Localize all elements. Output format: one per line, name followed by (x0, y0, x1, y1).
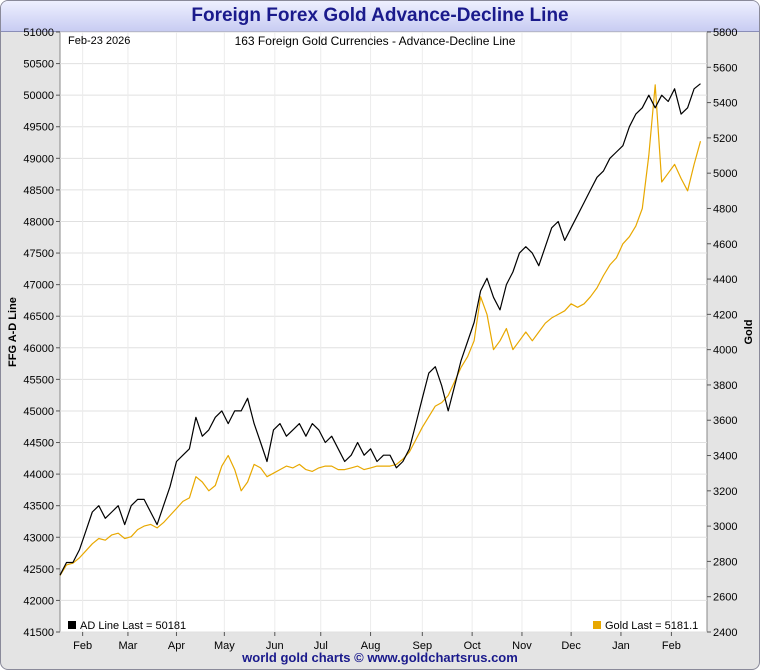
y-right-tick-label: 4600 (713, 239, 737, 251)
y-left-tick-label: 46000 (23, 343, 54, 355)
y-left-tick-label: 44000 (23, 469, 54, 481)
y-left-tick-label: 41500 (23, 627, 54, 639)
y-left-tick-label: 50500 (23, 59, 54, 71)
chart-subtitle: 163 Foreign Gold Currencies - Advance-De… (235, 34, 516, 48)
y-left-tick-label: 47000 (23, 280, 54, 292)
y-right-tick-label: 3600 (713, 415, 737, 427)
y-left-tick-label: 49500 (23, 122, 54, 134)
grid (60, 31, 707, 633)
x-tick-label: Aug (361, 640, 381, 652)
left-axis-ticks: 41500 42000 42500 43000 43500 44000 44500 45000… (23, 27, 60, 639)
y-right-tick-label: 4800 (713, 203, 737, 215)
y-right-tick-label: 5600 (713, 62, 737, 74)
y-left-tick-label: 48000 (23, 216, 54, 228)
ad-line-series (59, 83, 701, 576)
y-right-tick-label: 4000 (713, 345, 737, 357)
x-tick-label: Feb (662, 640, 681, 652)
x-tick-label: Mar (118, 640, 137, 652)
y-right-tick-label: 2800 (713, 556, 737, 568)
legend-ad-line: AD Line Last = 50181 (80, 620, 186, 632)
x-tick-label: Nov (512, 640, 532, 652)
x-tick-label: Oct (464, 640, 481, 652)
plot-area (59, 31, 708, 633)
x-tick-label: Feb (73, 640, 92, 652)
y-right-tick-label: 4400 (713, 274, 737, 286)
y-left-tick-label: 45000 (23, 406, 54, 418)
y-left-tick-label: 49000 (23, 153, 54, 165)
y-right-tick-label: 2600 (713, 592, 737, 604)
x-axis-ticks: Feb Mar Apr May Jun Jul Aug Sep Oct Nov Dec Jan Feb (73, 632, 681, 652)
series-lines (59, 83, 702, 576)
footer-credit: world gold charts © www.goldchartsrus.co… (242, 650, 518, 665)
y-right-tick-label: 3000 (713, 521, 737, 533)
legend-swatch-ad (68, 621, 76, 629)
y-left-tick-label: 51000 (23, 27, 54, 39)
y-right-tick-label: 3400 (713, 451, 737, 463)
x-tick-label: Apr (168, 640, 185, 652)
gold-series (59, 84, 702, 576)
x-tick-label: Jul (314, 640, 328, 652)
y-right-tick-label: 3800 (713, 380, 737, 392)
x-tick-label: May (214, 640, 235, 652)
x-tick-label: Jan (612, 640, 630, 652)
y-right-tick-label: 5000 (713, 168, 737, 180)
legend-gold: Gold Last = 5181.1 (605, 620, 698, 632)
y-left-tick-label: 42000 (23, 595, 54, 607)
right-axis-ticks: 2400 2600 2800 3000 3200 3400 3600 3800 4000 4200… (707, 27, 737, 639)
y-right-tick-label: 3200 (713, 486, 737, 498)
x-tick-label: Sep (413, 640, 433, 652)
y-left-tick-label: 50000 (23, 90, 54, 102)
y-left-tick-label: 48500 (23, 185, 54, 197)
y-left-tick-label: 43000 (23, 532, 54, 544)
y-right-tick-label: 5200 (713, 133, 737, 145)
y-left-tick-label: 42500 (23, 564, 54, 576)
y-right-tick-label: 5800 (713, 27, 737, 39)
y-left-tick-label: 46500 (23, 311, 54, 323)
y-left-tick-label: 44500 (23, 438, 54, 450)
y-left-tick-label: 45500 (23, 374, 54, 386)
y-left-label: FFG A-D Line (7, 297, 19, 367)
x-tick-label: Dec (561, 640, 581, 652)
y-right-tick-label: 5400 (713, 98, 737, 110)
y-left-tick-label: 43500 (23, 501, 54, 513)
chart-title: Foreign Forex Gold Advance-Decline Line (191, 5, 569, 26)
title-bar: Foreign Forex Gold Advance-Decline Line (1, 1, 759, 32)
y-right-tick-label: 4200 (713, 309, 737, 321)
y-right-tick-label: 2400 (713, 627, 737, 639)
y-left-tick-label: 47500 (23, 248, 54, 260)
legend-swatch-gold (593, 621, 601, 629)
date-label: Feb-23 2026 (68, 35, 130, 47)
x-tick-label: Jun (266, 640, 284, 652)
y-right-label: Gold (743, 319, 755, 344)
